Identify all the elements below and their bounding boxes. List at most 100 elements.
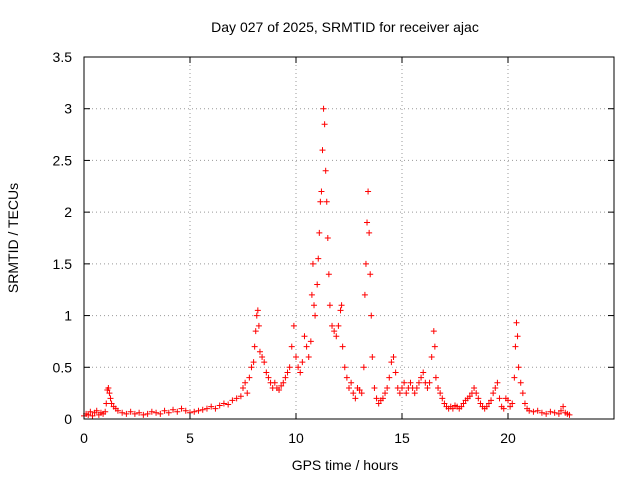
data-point xyxy=(324,235,331,241)
data-point xyxy=(521,400,528,407)
data-point xyxy=(303,343,310,350)
data-point xyxy=(87,408,94,415)
data-point xyxy=(315,255,322,262)
data-point xyxy=(174,408,181,415)
y-tick-label: 1 xyxy=(64,308,72,324)
data-point xyxy=(278,382,285,389)
data-point xyxy=(144,410,151,417)
data-point xyxy=(102,408,109,415)
data-point xyxy=(435,384,442,391)
data-point xyxy=(89,412,96,419)
data-point xyxy=(475,395,482,402)
data-point xyxy=(551,409,558,416)
data-point xyxy=(426,379,433,386)
data-point xyxy=(105,384,112,391)
data-point xyxy=(93,407,100,414)
x-tick-label: 0 xyxy=(80,430,88,446)
data-point xyxy=(216,402,223,409)
data-point xyxy=(384,384,391,391)
data-point xyxy=(319,147,326,154)
data-point xyxy=(127,408,134,415)
data-point xyxy=(307,338,314,345)
data-point xyxy=(131,410,138,417)
data-point xyxy=(483,403,490,410)
data-point xyxy=(107,395,114,402)
data-point xyxy=(543,410,550,417)
data-point xyxy=(123,410,130,417)
axis-ticks xyxy=(83,56,614,420)
data-point xyxy=(375,400,382,407)
data-point xyxy=(430,328,437,335)
data-point xyxy=(178,405,185,412)
data-point xyxy=(321,121,328,128)
data-point xyxy=(103,400,110,407)
data-point xyxy=(225,401,232,408)
data-point xyxy=(358,390,365,397)
data-point xyxy=(290,322,297,329)
grid-lines xyxy=(84,57,614,419)
data-point xyxy=(320,105,327,112)
data-point xyxy=(439,395,446,402)
data-point xyxy=(339,343,346,350)
data-point xyxy=(477,400,484,407)
data-point xyxy=(261,359,268,366)
data-point xyxy=(466,393,473,400)
data-point xyxy=(437,390,444,397)
data-point xyxy=(297,369,304,376)
data-point xyxy=(431,343,438,350)
data-point xyxy=(526,407,533,414)
data-point xyxy=(191,408,198,415)
data-point xyxy=(265,374,272,381)
data-point xyxy=(140,411,147,418)
y-axis-label: SRMTID / TECUs xyxy=(5,183,21,293)
data-point xyxy=(352,395,359,402)
data-point xyxy=(252,328,259,335)
data-point xyxy=(341,364,348,371)
data-point xyxy=(280,379,287,386)
data-point xyxy=(286,364,293,371)
data-point xyxy=(418,374,425,381)
data-point xyxy=(390,353,397,360)
data-point xyxy=(343,374,350,381)
data-point xyxy=(329,322,336,329)
data-point xyxy=(411,390,418,397)
data-points xyxy=(81,105,573,419)
y-tick-label: 3 xyxy=(64,101,72,117)
data-point xyxy=(401,379,408,386)
data-point xyxy=(371,384,378,391)
data-point xyxy=(490,390,497,397)
data-point xyxy=(538,409,545,416)
data-point xyxy=(350,390,357,397)
data-point xyxy=(271,379,278,386)
data-point xyxy=(458,403,465,410)
data-point xyxy=(244,390,251,397)
data-point xyxy=(165,409,172,416)
data-point xyxy=(500,405,507,412)
data-point xyxy=(413,384,420,391)
data-point xyxy=(392,369,399,376)
data-point xyxy=(316,229,323,236)
data-point xyxy=(473,390,480,397)
data-point xyxy=(195,407,202,414)
y-tick-label: 2 xyxy=(64,204,72,220)
data-point xyxy=(246,374,253,381)
data-point xyxy=(85,411,92,418)
data-point xyxy=(284,369,291,376)
data-point xyxy=(220,400,227,407)
data-point xyxy=(317,198,324,205)
data-point xyxy=(237,393,244,400)
data-point xyxy=(153,409,160,416)
data-point xyxy=(492,384,499,391)
data-point xyxy=(182,407,189,414)
data-point xyxy=(108,400,115,407)
data-point xyxy=(428,353,435,360)
data-point xyxy=(509,400,516,407)
data-point xyxy=(356,387,363,394)
data-point xyxy=(566,411,573,418)
data-point xyxy=(254,307,261,314)
data-point xyxy=(379,395,386,402)
data-point xyxy=(311,302,318,309)
data-point xyxy=(560,403,567,410)
data-point xyxy=(288,343,295,350)
data-point xyxy=(507,403,514,410)
